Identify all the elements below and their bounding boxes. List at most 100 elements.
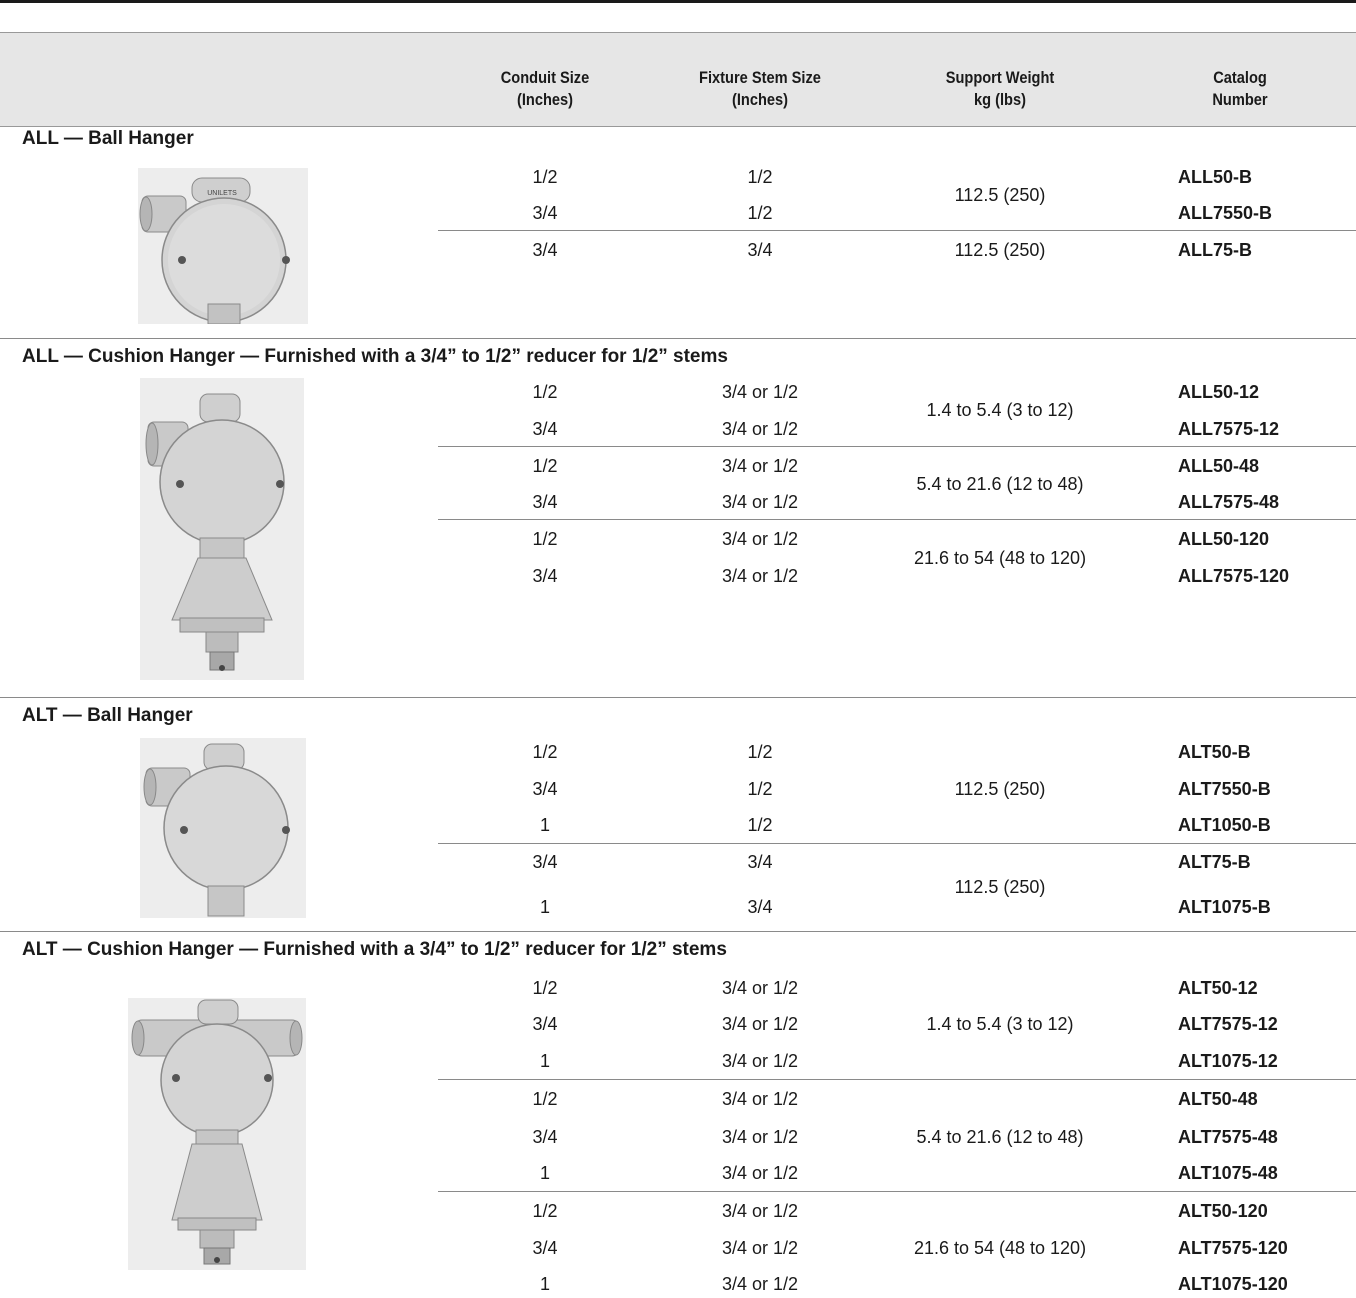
table-cell-support-weight: 112.5 (250) (954, 240, 1046, 260)
table-cell-stem: 3/4 or 1/2 (721, 1201, 799, 1221)
header-catalog-number: Catalog Number (1212, 68, 1268, 109)
svg-text:UNILETS: UNILETS (207, 190, 237, 197)
top-rule (0, 0, 1356, 3)
table-cell-support-weight: 112.5 (250) (954, 779, 1046, 799)
catalog-number: ALT1050-B (1178, 815, 1271, 835)
table-cell-stem: 3/4 or 1/2 (721, 1014, 799, 1034)
table-cell-stem: 1/2 (747, 203, 773, 223)
cushion-hanger-all-image (140, 378, 304, 680)
cushion-hanger-alt-image (128, 998, 306, 1270)
table-cell-support-weight: 112.5 (250) (954, 185, 1046, 205)
table-cell-conduit: 1/2 (532, 1089, 558, 1109)
table-cell-stem: 3/4 or 1/2 (721, 1127, 799, 1147)
catalog-number: ALL50-12 (1178, 382, 1260, 402)
catalog-number: ALL7575-120 (1178, 566, 1290, 586)
catalog-number: ALT1075-120 (1178, 1274, 1288, 1294)
table-cell-conduit: 1 (539, 815, 550, 835)
row-group-divider (438, 843, 1356, 844)
row-group-divider (438, 230, 1356, 231)
table-cell-stem: 3/4 or 1/2 (721, 1051, 799, 1071)
row-group-divider (438, 1079, 1356, 1080)
catalog-number: ALL7550-B (1178, 203, 1273, 223)
catalog-number: ALL75-B (1178, 240, 1253, 260)
catalog-number: ALL50-48 (1178, 456, 1260, 476)
row-group-divider (438, 1191, 1356, 1192)
catalog-number: ALT1075-12 (1178, 1051, 1278, 1071)
table-cell-conduit: 3/4 (532, 852, 558, 872)
table-cell-stem: 3/4 or 1/2 (721, 529, 799, 549)
catalog-number: ALT7575-12 (1178, 1014, 1278, 1034)
catalog-number: ALT50-120 (1178, 1201, 1268, 1221)
section-divider (0, 338, 1356, 339)
catalog-number: ALT75-B (1178, 852, 1251, 872)
section-divider (0, 931, 1356, 932)
section-title-all-ball-hanger: ALL — Ball Hanger (22, 128, 194, 149)
table-cell-stem: 1/2 (747, 167, 773, 187)
table-cell-conduit: 3/4 (532, 492, 558, 512)
table-cell-conduit: 3/4 (532, 1238, 558, 1258)
catalog-number: ALT7575-48 (1178, 1127, 1278, 1147)
table-cell-stem: 3/4 (747, 897, 773, 917)
table-cell-support-weight: 5.4 to 21.6 (12 to 48) (916, 474, 1084, 494)
table-cell-conduit: 1 (539, 1051, 550, 1071)
table-cell-conduit: 3/4 (532, 779, 558, 799)
catalog-number: ALT7575-120 (1178, 1238, 1288, 1258)
catalog-number: ALT1075-48 (1178, 1163, 1278, 1183)
table-cell-stem: 3/4 or 1/2 (721, 566, 799, 586)
table-cell-conduit: 3/4 (532, 1127, 558, 1147)
table-cell-support-weight: 1.4 to 5.4 (3 to 12) (926, 1014, 1074, 1034)
section-divider (0, 697, 1356, 698)
table-cell-conduit: 1/2 (532, 1201, 558, 1221)
table-cell-stem: 3/4 or 1/2 (721, 1238, 799, 1258)
table-cell-support-weight: 112.5 (250) (954, 877, 1046, 897)
section-title-alt-cushion-hanger: ALT — Cushion Hanger — Furnished with a … (22, 939, 727, 960)
table-cell-stem: 1/2 (747, 815, 773, 835)
table-cell-conduit: 1/2 (532, 978, 558, 998)
table-cell-stem: 3/4 or 1/2 (721, 978, 799, 998)
table-cell-support-weight: 21.6 to 54 (48 to 120) (913, 1238, 1087, 1258)
table-cell-support-weight: 1.4 to 5.4 (3 to 12) (926, 400, 1074, 420)
table-cell-conduit: 1/2 (532, 167, 558, 187)
header-conduit-size: Conduit Size (Inches) (500, 68, 590, 109)
ball-hanger-all-image: UNILETS (138, 168, 308, 324)
header-support-weight: Support Weight kg (lbs) (945, 68, 1055, 109)
table-cell-conduit: 1 (539, 1274, 550, 1294)
table-header: Conduit Size (Inches) Fixture Stem Size … (0, 32, 1356, 127)
section-title-alt-ball-hanger: ALT — Ball Hanger (22, 705, 193, 726)
table-cell-support-weight: 5.4 to 21.6 (12 to 48) (916, 1127, 1084, 1147)
table-cell-stem: 3/4 or 1/2 (721, 456, 799, 476)
table-cell-conduit: 1/2 (532, 742, 558, 762)
row-group-divider (438, 446, 1356, 447)
table-cell-support-weight: 21.6 to 54 (48 to 120) (913, 548, 1087, 568)
table-cell-stem: 3/4 or 1/2 (721, 1089, 799, 1109)
catalog-number: ALL50-B (1178, 167, 1253, 187)
catalog-number: ALT7550-B (1178, 779, 1271, 799)
header-fixture-stem-size: Fixture Stem Size (Inches) (699, 68, 821, 109)
table-cell-stem: 3/4 or 1/2 (721, 492, 799, 512)
table-cell-conduit: 3/4 (532, 240, 558, 260)
table-cell-stem: 3/4 or 1/2 (721, 1274, 799, 1294)
table-cell-conduit: 1 (539, 897, 550, 917)
table-cell-stem: 3/4 or 1/2 (721, 419, 799, 439)
table-cell-stem: 1/2 (747, 779, 773, 799)
catalog-number: ALT50-B (1178, 742, 1251, 762)
table-cell-stem: 3/4 (747, 852, 773, 872)
table-cell-conduit: 1/2 (532, 456, 558, 476)
section-title-all-cushion-hanger: ALL — Cushion Hanger — Furnished with a … (22, 346, 728, 367)
table-cell-conduit: 1 (539, 1163, 550, 1183)
table-cell-stem: 1/2 (747, 742, 773, 762)
table-cell-conduit: 3/4 (532, 1014, 558, 1034)
row-group-divider (438, 519, 1356, 520)
table-cell-stem: 3/4 or 1/2 (721, 1163, 799, 1183)
table-cell-conduit: 3/4 (532, 419, 558, 439)
table-cell-conduit: 1/2 (532, 382, 558, 402)
table-cell-conduit: 3/4 (532, 566, 558, 586)
table-cell-stem: 3/4 (747, 240, 773, 260)
catalog-number: ALT50-48 (1178, 1089, 1258, 1109)
catalog-number: ALL7575-12 (1178, 419, 1280, 439)
catalog-number: ALT1075-B (1178, 897, 1271, 917)
catalog-number: ALL7575-48 (1178, 492, 1280, 512)
catalog-number: ALL50-120 (1178, 529, 1270, 549)
table-cell-stem: 3/4 or 1/2 (721, 382, 799, 402)
table-cell-conduit: 1/2 (532, 529, 558, 549)
